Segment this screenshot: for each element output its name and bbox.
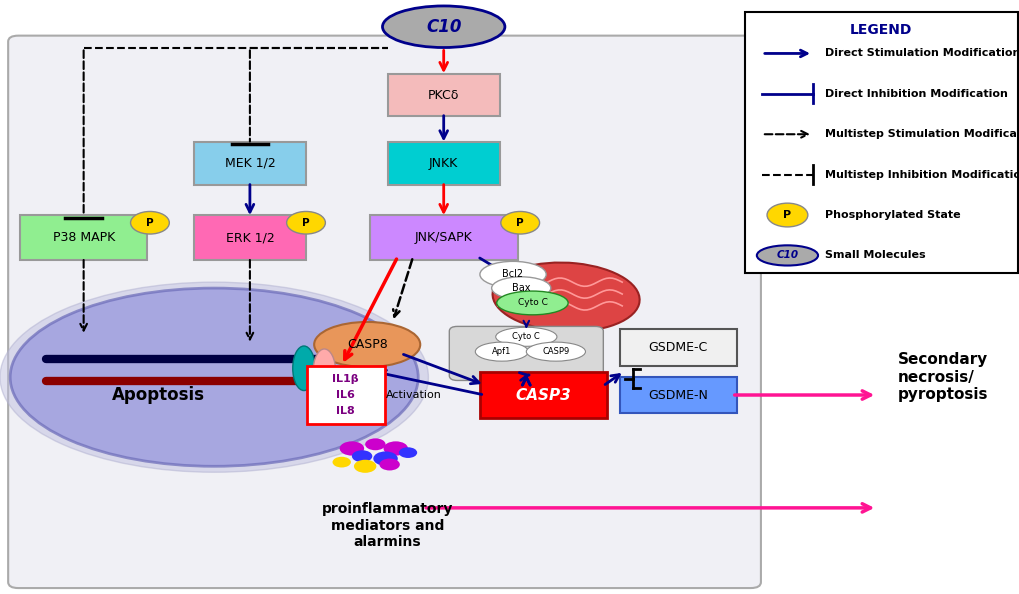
Text: P: P <box>146 218 154 228</box>
Circle shape <box>354 460 376 473</box>
Text: Secondary
necrosis/
pyroptosis: Secondary necrosis/ pyroptosis <box>897 352 987 402</box>
Text: proinflammatory
mediators and
alarmins: proinflammatory mediators and alarmins <box>322 503 452 549</box>
Ellipse shape <box>10 288 418 466</box>
FancyBboxPatch shape <box>307 366 384 424</box>
Circle shape <box>766 203 807 227</box>
Text: CASP9: CASP9 <box>542 347 569 356</box>
FancyBboxPatch shape <box>20 216 148 260</box>
Ellipse shape <box>495 327 556 346</box>
Circle shape <box>379 459 399 470</box>
Text: Small Molecules: Small Molecules <box>824 251 925 260</box>
FancyBboxPatch shape <box>194 142 306 185</box>
Text: C10: C10 <box>426 18 461 36</box>
FancyBboxPatch shape <box>744 12 1017 273</box>
Circle shape <box>398 447 417 458</box>
FancyBboxPatch shape <box>620 377 736 413</box>
Text: C10: C10 <box>775 251 798 260</box>
Text: GSDME-N: GSDME-N <box>648 388 707 402</box>
Ellipse shape <box>475 342 528 361</box>
Ellipse shape <box>526 342 585 361</box>
Text: Direct Inhibition Modification: Direct Inhibition Modification <box>824 89 1007 99</box>
Text: Cyto C: Cyto C <box>512 332 540 342</box>
Text: IL1β: IL1β <box>332 374 359 384</box>
Text: JNKK: JNKK <box>429 157 458 170</box>
Text: Apf1: Apf1 <box>492 347 511 356</box>
Text: Multistep Inhibition Modification: Multistep Inhibition Modification <box>824 170 1019 179</box>
Circle shape <box>339 441 364 456</box>
FancyBboxPatch shape <box>480 372 607 418</box>
Ellipse shape <box>0 282 428 472</box>
Circle shape <box>500 211 539 234</box>
Ellipse shape <box>491 277 550 299</box>
Text: CASP3: CASP3 <box>516 387 571 403</box>
FancyBboxPatch shape <box>449 327 603 380</box>
FancyBboxPatch shape <box>194 216 306 260</box>
Text: ERK 1/2: ERK 1/2 <box>225 231 274 244</box>
Text: Direct Stimulation Modification: Direct Stimulation Modification <box>824 49 1019 58</box>
Text: GSDME-C: GSDME-C <box>648 341 707 354</box>
Text: LEGEND: LEGEND <box>849 23 912 37</box>
Text: IL8: IL8 <box>336 406 355 416</box>
Text: P38 MAPK: P38 MAPK <box>52 231 115 244</box>
Text: P: P <box>302 218 310 228</box>
Text: IL6: IL6 <box>336 390 355 400</box>
Ellipse shape <box>480 261 546 287</box>
Text: Phosphorylated State: Phosphorylated State <box>824 210 960 220</box>
Ellipse shape <box>313 349 335 394</box>
Ellipse shape <box>492 263 639 331</box>
Circle shape <box>352 450 372 462</box>
Circle shape <box>286 211 325 234</box>
Text: Bax: Bax <box>512 283 530 293</box>
Text: PKCδ: PKCδ <box>428 89 459 102</box>
Circle shape <box>365 438 385 450</box>
Text: Multistep Stimulation Modification: Multistep Stimulation Modification <box>824 129 1019 139</box>
Circle shape <box>130 211 169 234</box>
Circle shape <box>383 441 408 456</box>
Text: JNK/SAPK: JNK/SAPK <box>415 231 472 244</box>
Ellipse shape <box>382 6 504 48</box>
Ellipse shape <box>496 291 568 315</box>
Ellipse shape <box>756 245 817 266</box>
Circle shape <box>373 451 397 466</box>
Ellipse shape <box>292 346 315 391</box>
Text: Bcl2: Bcl2 <box>502 270 523 279</box>
FancyBboxPatch shape <box>387 142 499 185</box>
Text: MEK 1/2: MEK 1/2 <box>224 157 275 170</box>
Text: CASP8: CASP8 <box>346 338 387 351</box>
Text: Apoptosis: Apoptosis <box>111 386 205 404</box>
Circle shape <box>332 457 351 467</box>
FancyBboxPatch shape <box>620 329 736 366</box>
Text: Activation: Activation <box>385 390 441 400</box>
FancyBboxPatch shape <box>370 216 518 260</box>
Ellipse shape <box>314 322 420 367</box>
Text: P: P <box>516 218 524 228</box>
Text: Cyto C: Cyto C <box>517 298 547 308</box>
FancyBboxPatch shape <box>8 36 760 588</box>
Text: P: P <box>783 210 791 220</box>
FancyBboxPatch shape <box>387 74 499 116</box>
